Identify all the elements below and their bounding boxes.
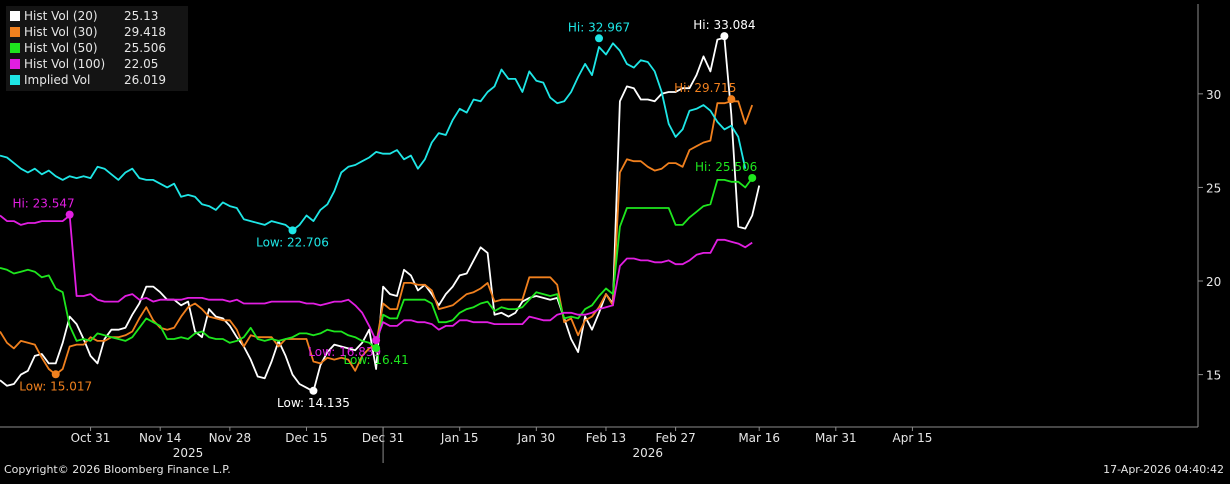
extreme-label: Hi: 33.084 xyxy=(693,18,755,32)
x-tick-label: Jan 30 xyxy=(517,431,556,445)
extreme-label: Hi: 32.967 xyxy=(568,20,630,34)
extreme-marker xyxy=(372,336,381,345)
extreme-label: Low: 16.839 xyxy=(308,345,381,359)
x-tick-label: Apr 15 xyxy=(893,431,933,445)
legend-swatch xyxy=(10,11,20,21)
extreme-marker xyxy=(288,226,297,235)
legend-last-value: 29.418 xyxy=(124,25,166,39)
legend: Hist Vol (20) 25.13 Hist Vol (30) 29.418 His… xyxy=(6,6,188,91)
timestamp-text: 17-Apr-2026 04:40:42 xyxy=(1103,463,1224,476)
legend-item: Hist Vol (30) 29.418 xyxy=(10,24,182,40)
extreme-label: Low: 15.017 xyxy=(19,379,92,393)
x-tick-label: Feb 27 xyxy=(655,431,695,445)
legend-last-value: 25.506 xyxy=(124,41,166,55)
extreme-marker xyxy=(65,210,74,219)
legend-series-name: Implied Vol xyxy=(24,73,91,87)
extreme-marker xyxy=(595,34,603,43)
legend-last-value: 22.05 xyxy=(124,57,159,71)
extreme-marker xyxy=(51,370,60,379)
x-tick-label: Feb 13 xyxy=(586,431,626,445)
extreme-marker xyxy=(372,344,381,353)
extreme-marker xyxy=(727,95,736,104)
extreme-label: Hi: 29.715 xyxy=(674,81,736,95)
x-tick-label: Dec 15 xyxy=(285,431,327,445)
legend-swatch xyxy=(10,59,20,69)
legend-item: Implied Vol 26.019 xyxy=(10,72,182,88)
series-line-5 xyxy=(0,42,747,232)
extreme-label: Hi: 23.547 xyxy=(12,197,74,211)
legend-last-value: 26.019 xyxy=(124,73,166,87)
legend-item: Hist Vol (20) 25.13 xyxy=(10,8,182,24)
legend-item: Hist Vol (50) 25.506 xyxy=(10,40,182,56)
y-tick-label: 30 xyxy=(1206,88,1221,102)
legend-swatch xyxy=(10,75,20,85)
extreme-label: Low: 14.135 xyxy=(277,396,350,410)
year-label: 2025 xyxy=(173,446,204,460)
x-tick-label: Mar 16 xyxy=(738,431,780,445)
legend-series-name: Hist Vol (50) xyxy=(24,41,98,55)
x-tick-label: Mar 31 xyxy=(815,431,857,445)
legend-item: Hist Vol (100) 22.05 xyxy=(10,56,182,72)
y-tick-label: 15 xyxy=(1206,369,1221,383)
extreme-marker xyxy=(309,386,318,395)
year-label: 2026 xyxy=(632,446,663,460)
copyright-text: Copyright© 2026 Bloomberg Finance L.P. xyxy=(4,463,231,476)
extreme-label: Hi: 25.506 xyxy=(695,160,757,174)
legend-swatch xyxy=(10,43,20,53)
x-tick-label: Nov 28 xyxy=(209,431,252,445)
legend-last-value: 25.13 xyxy=(124,9,159,23)
extreme-marker xyxy=(748,173,757,182)
y-tick-label: 25 xyxy=(1206,181,1221,195)
legend-series-name: Hist Vol (20) xyxy=(24,9,98,23)
y-tick-label: 20 xyxy=(1206,275,1221,289)
legend-swatch xyxy=(10,27,20,37)
x-tick-label: Oct 31 xyxy=(71,431,111,445)
x-tick-label: Jan 15 xyxy=(440,431,479,445)
legend-series-name: Hist Vol (30) xyxy=(24,25,98,39)
extreme-label: Low: 22.706 xyxy=(256,235,329,249)
annotation-layer: Hi: 23.547 Low: 15.017 Low: 14.135 Low: 22.… xyxy=(12,18,757,410)
x-tick-label: Nov 14 xyxy=(139,431,182,445)
legend-series-name: Hist Vol (100) xyxy=(24,57,106,71)
extreme-marker xyxy=(720,32,729,41)
extreme-label: Low: 16.41 xyxy=(344,353,409,367)
